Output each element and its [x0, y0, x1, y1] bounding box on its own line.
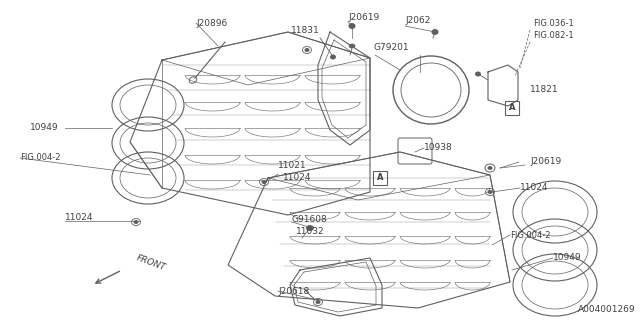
Text: 11024: 11024 — [283, 173, 312, 182]
Ellipse shape — [134, 220, 138, 224]
Ellipse shape — [431, 29, 438, 35]
Text: J20896: J20896 — [196, 19, 227, 28]
Ellipse shape — [488, 166, 493, 170]
Text: FIG.004-2: FIG.004-2 — [20, 154, 61, 163]
Text: 11024: 11024 — [520, 182, 548, 191]
Text: FIG.004-2: FIG.004-2 — [510, 230, 550, 239]
Ellipse shape — [349, 44, 355, 48]
Text: 10949: 10949 — [553, 253, 582, 262]
Text: 10949: 10949 — [30, 124, 59, 132]
Ellipse shape — [316, 300, 321, 304]
Text: FRONT: FRONT — [135, 253, 167, 273]
Text: FIG.082-1: FIG.082-1 — [533, 31, 573, 40]
Ellipse shape — [306, 225, 314, 231]
Ellipse shape — [349, 23, 355, 29]
Ellipse shape — [475, 71, 481, 76]
Ellipse shape — [488, 190, 493, 194]
Ellipse shape — [305, 48, 310, 52]
Text: J20618: J20618 — [278, 287, 309, 297]
Text: 10938: 10938 — [424, 143, 452, 153]
Text: G79201: G79201 — [373, 43, 408, 52]
Ellipse shape — [262, 180, 266, 184]
Text: 11021: 11021 — [278, 162, 307, 171]
Text: J20619: J20619 — [530, 157, 561, 166]
Text: A: A — [509, 103, 515, 113]
Text: 11032: 11032 — [296, 228, 324, 236]
Text: 11831: 11831 — [291, 26, 320, 35]
Text: G91608: G91608 — [292, 215, 328, 225]
Text: J20619: J20619 — [348, 13, 380, 22]
Text: 11024: 11024 — [65, 213, 93, 222]
Text: 11821: 11821 — [530, 85, 559, 94]
Ellipse shape — [330, 54, 336, 60]
Text: FIG.036-1: FIG.036-1 — [533, 19, 573, 28]
Text: J2062: J2062 — [405, 16, 430, 25]
Text: A: A — [377, 173, 383, 182]
Text: A004001269: A004001269 — [579, 305, 636, 314]
